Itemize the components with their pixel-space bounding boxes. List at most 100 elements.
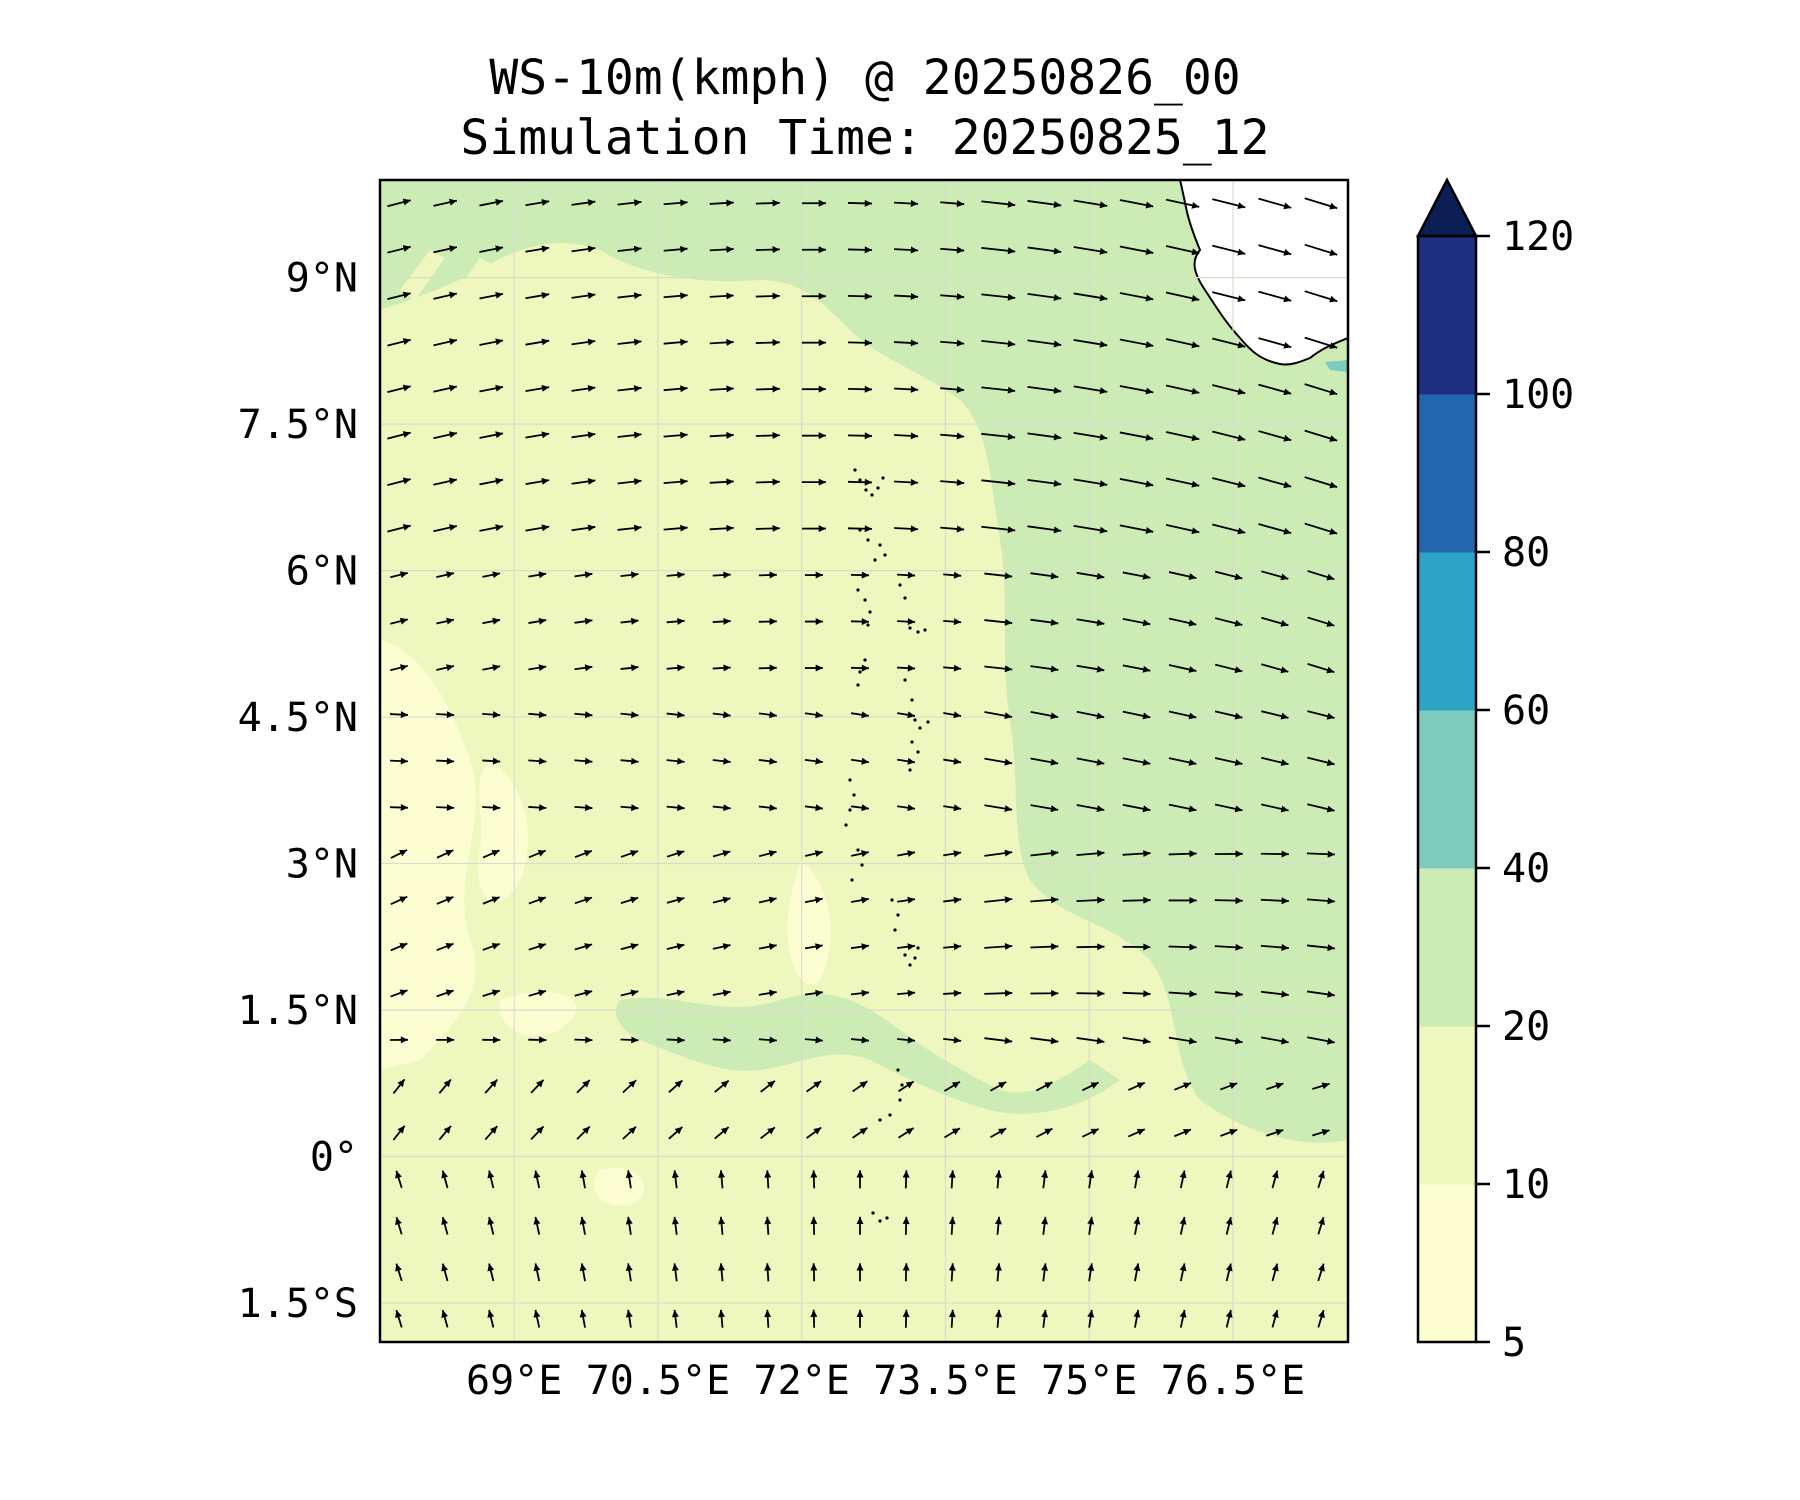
- wind-vector: [1168, 1036, 1197, 1045]
- wind-vector: [1119, 292, 1154, 302]
- wind-vector: [1168, 757, 1197, 766]
- wind-vector: [433, 338, 458, 347]
- wind-vector: [487, 1216, 495, 1235]
- wind-vector: [1214, 663, 1243, 674]
- wind-vectors: [387, 197, 1338, 1328]
- low-wind-region: [478, 760, 529, 902]
- wind-vector: [390, 711, 409, 719]
- wind-vector: [1258, 244, 1292, 256]
- wind-vector: [943, 711, 962, 719]
- wind-vector: [438, 1078, 452, 1094]
- wind-vector: [387, 245, 411, 254]
- wind-vector: [571, 292, 596, 299]
- wind-vector: [1076, 664, 1105, 673]
- wind-vector: [525, 291, 550, 300]
- wind-vector: [897, 571, 916, 579]
- wind-vector: [1122, 1036, 1151, 1045]
- coastline: [1179, 180, 1348, 366]
- wind-vector: [528, 711, 547, 719]
- wind-vector: [1127, 1128, 1146, 1138]
- wind-vector: [1220, 1128, 1238, 1137]
- wind-vector: [850, 664, 870, 672]
- wind-vector: [714, 1079, 730, 1093]
- wind-vector: [758, 571, 777, 579]
- wind-vector: [1258, 523, 1292, 535]
- wind-vector: [1076, 618, 1105, 627]
- wind-vector: [943, 1036, 962, 1044]
- wind-vector: [1307, 803, 1335, 813]
- wind-vector: [712, 989, 731, 997]
- wind-vector: [1081, 1081, 1099, 1092]
- wind-vector: [712, 617, 731, 625]
- wind-vector: [1307, 710, 1335, 720]
- wind-vector: [1030, 572, 1059, 580]
- wind-vector: [1119, 385, 1154, 395]
- wind-vector: [1179, 1216, 1187, 1235]
- wind-vector: [847, 292, 873, 300]
- low-wind-region: [380, 640, 476, 1070]
- wind-vector: [712, 1036, 731, 1044]
- wind-vector: [1076, 1037, 1105, 1045]
- wind-vector: [948, 1309, 956, 1328]
- wind-vector: [718, 1309, 726, 1328]
- wind-vector: [1214, 850, 1243, 858]
- wind-vector: [1214, 897, 1243, 905]
- wind-vector: [1122, 664, 1151, 673]
- wind-vector: [1119, 338, 1154, 348]
- wind-vector: [479, 291, 504, 300]
- wind-vector: [1312, 1082, 1330, 1090]
- wind-vector: [622, 1079, 637, 1094]
- colorbar-tick-label: 10: [1502, 1162, 1550, 1208]
- wind-vector: [617, 199, 642, 207]
- wind-vector: [894, 292, 919, 300]
- wind-vector: [1258, 476, 1292, 489]
- wind-vector: [712, 571, 731, 579]
- wind-vector: [617, 478, 642, 486]
- wind-vector: [1087, 1170, 1095, 1189]
- wind-vector: [436, 571, 455, 579]
- wind-vector: [755, 199, 780, 207]
- wind-vector: [525, 477, 550, 486]
- wind-vector: [1266, 1128, 1284, 1137]
- map-subtitle: Simulation Time: 20250825_12: [460, 110, 1270, 166]
- colorbar-tick-label: 40: [1502, 846, 1550, 892]
- wind-vector: [1258, 290, 1292, 303]
- wind-vector: [482, 896, 500, 905]
- wind-vector: [1271, 1170, 1279, 1189]
- wind-vector: [433, 477, 458, 486]
- wind-vector: [897, 804, 916, 812]
- wind-vector: [666, 943, 685, 950]
- wind-vector: [571, 478, 596, 485]
- wind-vector: [1304, 429, 1338, 442]
- wind-vector: [436, 849, 454, 859]
- wind-vector: [712, 850, 731, 858]
- wind-vector: [943, 664, 962, 672]
- colorbar-tick-label: 20: [1502, 1004, 1550, 1050]
- wind-vector: [1271, 1216, 1279, 1235]
- wind-vector: [994, 1309, 1002, 1328]
- wind-vector: [395, 1263, 403, 1282]
- wind-vector: [1119, 199, 1154, 209]
- wind-vector: [479, 198, 504, 207]
- wind-vector: [1027, 246, 1062, 255]
- wind-vector: [1220, 1082, 1238, 1091]
- wind-vector: [1261, 803, 1289, 813]
- wind-vector: [1304, 383, 1338, 396]
- wind-vector: [392, 1125, 406, 1141]
- wind-vector: [484, 1079, 498, 1094]
- wind-vector: [1306, 990, 1335, 998]
- wind-vector: [948, 1216, 956, 1235]
- wind-vector: [663, 338, 688, 346]
- wind-vector: [1030, 896, 1059, 904]
- wind-vector: [387, 384, 411, 394]
- wind-vector: [948, 1263, 956, 1282]
- wind-vector: [852, 1127, 868, 1139]
- wind-vector: [617, 385, 642, 393]
- wind-vector: [479, 524, 504, 532]
- wind-vector: [571, 431, 596, 439]
- wind-vector: [1317, 1170, 1325, 1189]
- wind-vector: [482, 989, 501, 997]
- wind-vector: [804, 943, 823, 951]
- wind-vector: [764, 1216, 772, 1235]
- wind-vector: [441, 1170, 449, 1189]
